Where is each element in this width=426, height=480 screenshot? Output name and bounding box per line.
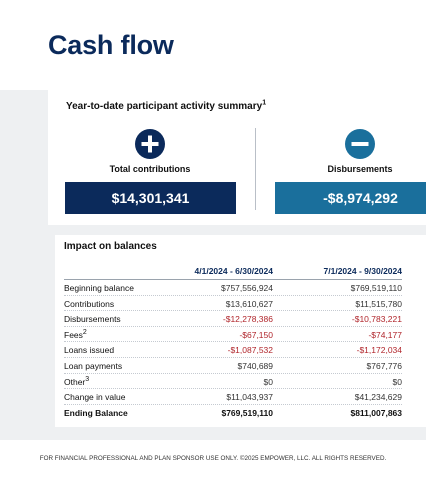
impact-on-balances-card: Impact on balances 4/1/2024 - 6/30/2024 …	[55, 235, 426, 427]
table-row: Change in value $11,043,937 $41,234,629	[64, 389, 402, 405]
row-label-text: Contributions	[64, 298, 115, 309]
table-row: Disbursements -$12,278,386 -$10,783,221	[64, 311, 402, 327]
row-label: Disbursements	[64, 314, 121, 324]
row-label: Ending Balance	[64, 408, 128, 418]
summary-divider	[255, 128, 256, 210]
row-value-q2: -$1,087,532	[227, 345, 273, 356]
footer-disclaimer: FOR FINANCIAL PROFESSIONAL AND PLAN SPON…	[39, 455, 387, 462]
row-value-q3: $11,515,780	[355, 298, 402, 309]
disbursements-label: Disbursements	[327, 164, 393, 174]
row-value-q3: $41,234,629	[354, 392, 402, 403]
row-label: Loan payments	[64, 361, 122, 371]
disbursements-value: -$8,974,292	[275, 182, 426, 214]
balances-table: Beginning balance $757,556,924 $769,519,11…	[64, 280, 402, 420]
row-label: Fees2	[64, 328, 87, 340]
row-label: Loans issued	[64, 345, 114, 355]
row-value-q2: $769,519,110	[221, 407, 273, 418]
summary-title-text: Year-to-date participant activity summar…	[66, 101, 263, 112]
summary-footnote: 1	[262, 99, 267, 107]
contributions-value: $14,301,341	[65, 182, 236, 214]
row-label-text: Ending Balance	[64, 407, 128, 418]
row-value-q3: -$74,177	[368, 329, 402, 340]
table-row: Ending Balance $769,519,110 $811,007,863	[64, 405, 402, 421]
table-row: Fees2 -$67,150 -$74,177	[64, 327, 402, 343]
table-row: Loan payments $740,689 $767,776	[64, 358, 402, 374]
plus-circle-icon	[135, 129, 165, 159]
summary-title: Year-to-date participant activity summar…	[66, 99, 267, 112]
row-value-q2: $0	[263, 376, 273, 387]
row-label-text: Change in value	[64, 392, 126, 403]
row-value-q3: $767,776	[366, 360, 402, 371]
row-label-text: Loans issued	[64, 345, 115, 356]
minus-circle-icon	[345, 129, 375, 159]
row-value-q2: $11,043,937	[226, 392, 273, 403]
activity-summary-card: Year-to-date participant activity summar…	[48, 90, 426, 225]
row-value-q3: $769,519,110	[350, 283, 402, 293]
table-row: Other3 $0 $0	[64, 374, 402, 390]
row-value-q2: $740,689	[237, 360, 273, 371]
impact-title: Impact on balances	[64, 241, 157, 252]
row-label-text: Loan payments	[64, 360, 123, 371]
header-rule	[64, 279, 402, 280]
row-value-q2: -$67,150	[239, 329, 273, 340]
row-value-q2: $757,556,924	[221, 283, 273, 293]
row-value-q3: $0	[392, 376, 402, 387]
row-value-q2: $13,610,627	[225, 298, 273, 309]
column-header-q3: 7/1/2024 - 9/30/2024	[323, 266, 402, 276]
column-header-q2: 4/1/2024 - 6/30/2024	[194, 266, 273, 276]
row-label: Contributions	[64, 299, 114, 309]
row-value-q3: $811,007,863	[350, 407, 402, 418]
page-title: Cash flow	[48, 30, 174, 60]
row-footnote: 3	[85, 375, 90, 383]
row-footnote: 2	[82, 328, 87, 336]
table-row: Contributions $13,610,627 $11,515,780	[64, 296, 402, 312]
row-value-q2: -$12,278,386	[222, 314, 273, 325]
table-row: Beginning balance $757,556,924 $769,519,11…	[64, 280, 402, 296]
row-label: Change in value	[64, 392, 125, 402]
row-value-q3: -$10,783,221	[351, 314, 402, 325]
row-label-text: Other	[64, 376, 86, 387]
row-label: Other3	[64, 375, 90, 387]
row-label-text: Beginning balance	[64, 283, 134, 293]
table-row: Loans issued -$1,087,532 -$1,172,034	[64, 342, 402, 358]
contributions-label: Total contributions	[109, 164, 191, 174]
row-label: Beginning balance	[64, 283, 134, 293]
row-label-text: Disbursements	[64, 314, 121, 325]
row-value-q3: -$1,172,034	[356, 345, 402, 356]
row-label-text: Fees	[64, 329, 83, 340]
